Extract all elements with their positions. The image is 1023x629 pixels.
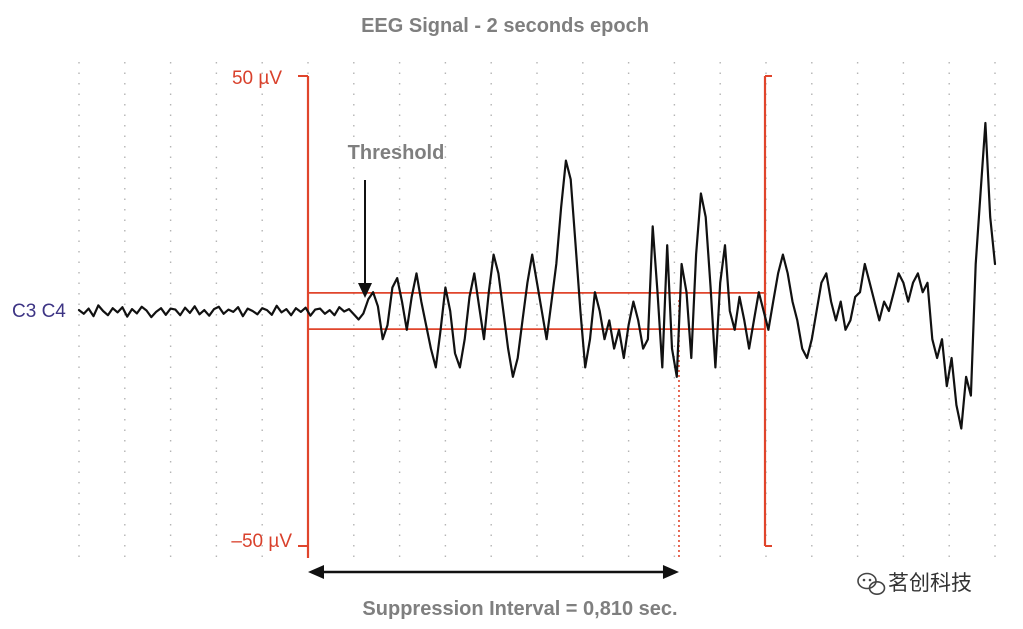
scale-top-label: 50 µV <box>232 68 282 89</box>
eeg-signal-line <box>77 121 997 430</box>
watermark: 茗创科技 <box>857 571 972 595</box>
wechat-icon <box>857 572 886 595</box>
suppression-interval-label: Suppression Interval = 0,810 sec. <box>362 598 677 620</box>
scale-bottom-label: –50 µV <box>231 531 292 552</box>
threshold-label: Threshold <box>348 142 445 164</box>
suppression-double-arrow <box>308 565 679 579</box>
watermark-text: 茗创科技 <box>888 571 972 595</box>
chart-title: EEG Signal - 2 seconds epoch <box>361 15 649 37</box>
threshold-arrow <box>358 180 372 298</box>
suppression-bracket <box>298 75 772 558</box>
threshold-band <box>308 291 765 331</box>
time-grid <box>78 62 996 560</box>
channel-label: C3 C4 <box>12 301 66 322</box>
